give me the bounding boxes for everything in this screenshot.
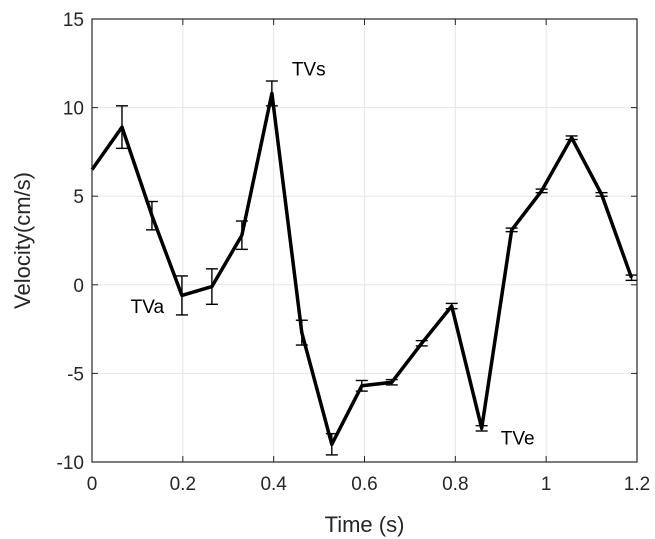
error-bars bbox=[115, 80, 638, 456]
y-tick-label: -10 bbox=[57, 453, 84, 474]
x-tick-label: 1 bbox=[541, 474, 552, 495]
grid bbox=[91, 18, 638, 463]
plot-frame bbox=[91, 18, 638, 463]
annotations: TVs TVa TVe bbox=[131, 60, 535, 450]
x-tick-label: 0 bbox=[87, 474, 98, 495]
y-tick-label: 10 bbox=[63, 99, 84, 120]
annotation-label: TVs bbox=[292, 60, 326, 81]
x-tick-label: 1.2 bbox=[624, 474, 650, 495]
x-tick-label: 0.8 bbox=[442, 474, 468, 495]
series-line bbox=[90, 91, 634, 447]
x-axis-label: Time (s) bbox=[325, 512, 405, 537]
x-tick-label: 0.6 bbox=[351, 474, 377, 495]
y-tick-label: -5 bbox=[67, 364, 84, 385]
y-tick-label: 0 bbox=[73, 276, 84, 297]
ticks: 0 0.2 0.4 0.6 0.8 1 1.2 -10 -5 0 5 10 15 bbox=[57, 10, 651, 495]
y-axis-label: Velocity(cm/s) bbox=[10, 172, 35, 309]
y-tick-label: 15 bbox=[63, 10, 84, 31]
annotation-label: TVe bbox=[501, 428, 535, 449]
x-tick-label: 0.2 bbox=[170, 474, 196, 495]
annotation-label: TVa bbox=[131, 297, 165, 318]
x-tick-label: 0.4 bbox=[260, 474, 287, 495]
y-tick-label: 5 bbox=[73, 187, 84, 208]
